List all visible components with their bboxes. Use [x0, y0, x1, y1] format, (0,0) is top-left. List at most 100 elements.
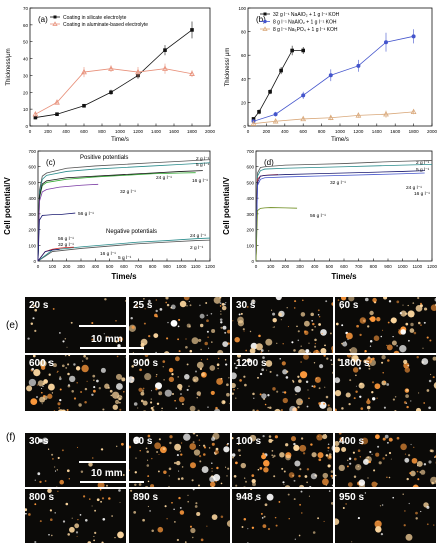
spark: [190, 462, 196, 469]
spark: [341, 446, 347, 453]
spark: [111, 391, 120, 399]
spark: [130, 489, 133, 492]
spark: [428, 406, 431, 410]
spark: [180, 453, 183, 456]
spark: [408, 502, 410, 505]
spark: [73, 363, 76, 366]
spark: [52, 458, 54, 460]
spark: [374, 383, 381, 390]
spark: [71, 390, 74, 393]
spark: [213, 474, 221, 482]
spark: [96, 498, 100, 502]
sample-image-tile: 1800 s: [334, 354, 437, 412]
spark: [403, 362, 410, 369]
spark: [378, 461, 382, 465]
spark: [331, 345, 333, 352]
y-tick-label: 40: [241, 77, 247, 82]
spark: [34, 503, 37, 506]
spark: [158, 453, 160, 456]
spark: [156, 402, 160, 406]
spark: [366, 405, 371, 410]
plot-frame: [247, 7, 433, 127]
x-axis-label: Time/s: [111, 137, 129, 143]
spark: [194, 505, 198, 508]
y-tick-label: 30: [23, 73, 29, 78]
spark: [272, 387, 276, 391]
spark: [405, 394, 409, 398]
panel-f-label: (f): [6, 432, 16, 443]
spark: [349, 462, 352, 465]
x-tick-label: 1000: [335, 129, 346, 134]
spark: [196, 434, 198, 437]
x-tick-label: 1200: [427, 264, 438, 269]
spark: [65, 366, 68, 369]
spark: [320, 348, 327, 353]
x-tick-label: 1600: [169, 129, 180, 134]
spark: [293, 442, 296, 446]
spark: [198, 338, 202, 342]
spark: [39, 396, 46, 403]
spark: [125, 356, 126, 358]
spark: [169, 441, 172, 445]
spark: [33, 304, 36, 307]
spark: [430, 304, 436, 311]
spark: [436, 393, 437, 395]
y-tick-label: 20: [241, 100, 247, 105]
spark: [287, 493, 290, 496]
data-point: [355, 112, 362, 118]
series-line: [255, 172, 425, 262]
spark-texture: [25, 489, 124, 543]
spark: [306, 468, 310, 471]
spark: [327, 446, 330, 449]
spark: [244, 383, 247, 387]
spark: [341, 407, 344, 410]
spark: [298, 379, 302, 383]
spark: [313, 362, 316, 364]
spark: [281, 361, 286, 366]
spark: [325, 395, 329, 399]
spark: [175, 407, 177, 409]
sample-image-tile: 890 s: [128, 488, 231, 544]
spark: [342, 341, 348, 347]
series-line: [37, 248, 60, 262]
data-point: [108, 65, 114, 71]
data-point: [33, 115, 38, 120]
series-line: [37, 162, 211, 262]
spark: [186, 304, 188, 307]
spark: [261, 393, 267, 399]
x-tick-label: 400: [62, 129, 70, 134]
spark: [428, 379, 432, 383]
spark: [433, 524, 435, 526]
spark: [347, 495, 349, 497]
spark: [56, 371, 58, 373]
x-tick-label: 100: [49, 264, 57, 269]
spark: [368, 364, 371, 368]
spark: [251, 478, 256, 484]
spark: [52, 307, 55, 310]
spark: [330, 470, 333, 473]
spark-texture: [335, 433, 436, 487]
spark: [306, 481, 308, 484]
spark: [41, 437, 49, 445]
spark: [311, 452, 317, 458]
spark: [208, 347, 210, 349]
annotation: Negative potentials: [106, 229, 157, 235]
spark: [177, 383, 183, 390]
spark: [407, 364, 409, 367]
legend-marker: [262, 26, 268, 31]
spark: [283, 391, 287, 394]
series-line: [35, 68, 193, 115]
spark: [436, 377, 437, 378]
spark: [47, 393, 53, 399]
spark: [275, 297, 282, 301]
spark: [111, 515, 113, 517]
annotation: 16 g l⁻¹: [192, 178, 208, 184]
spark: [195, 370, 197, 373]
annotation: 56 g l⁻¹: [310, 213, 326, 219]
y-tick-label: 600: [28, 165, 36, 170]
spark: [49, 509, 53, 512]
spark: [30, 322, 34, 325]
spark: [91, 338, 94, 341]
spark: [115, 340, 118, 343]
spark: [318, 315, 321, 318]
